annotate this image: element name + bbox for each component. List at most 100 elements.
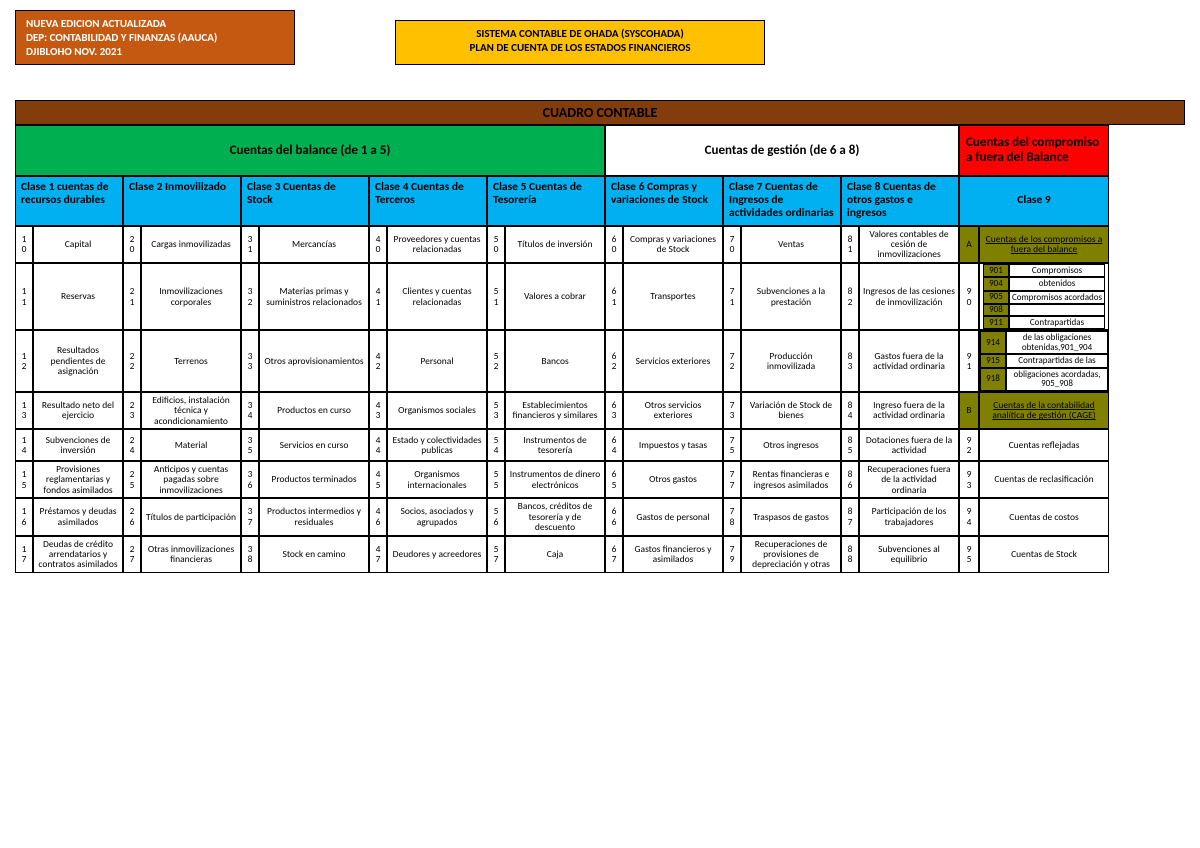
code-r5-c8: 86 [841, 461, 859, 498]
code-r7-c2: 27 [123, 536, 141, 573]
sub9-label-r1-4: Contrapartidas [1009, 316, 1105, 329]
code-r4-c4: 44 [369, 429, 387, 461]
label-r7-c5: Caja [505, 536, 605, 573]
label-r0-c2: Cargas inmovilizadas [141, 226, 241, 263]
sub9-label-r1-2: Compromisos acordados [1009, 291, 1105, 304]
code-r0-c6: 60 [605, 226, 623, 263]
code-r4-c3: 35 [241, 429, 259, 461]
title-bar: CUADRO CONTABLE [15, 100, 1185, 125]
code-r4-c6: 64 [605, 429, 623, 461]
label-r1-c6: Transportes [623, 263, 723, 331]
code-r1-c7: 71 [723, 263, 741, 331]
code-r5-c6: 65 [605, 461, 623, 498]
code-r2-c2: 22 [123, 330, 141, 391]
code-r4-c8: 85 [841, 429, 859, 461]
label-r3-c6: Otros servicios exteriores [623, 392, 723, 429]
label-r4-c3: Servicios en curso [259, 429, 369, 461]
label-r0-c3: Mercancías [259, 226, 369, 263]
label-r1-c1: Reservas [33, 263, 123, 331]
code-r0-c5: 50 [487, 226, 505, 263]
code-r1-c3: 32 [241, 263, 259, 331]
label-r1-c7: Subvenciones a la prestación [741, 263, 841, 331]
label-r2-c5: Bancos [505, 330, 605, 391]
code-r3-c6: 63 [605, 392, 623, 429]
code-r3-c7: 73 [723, 392, 741, 429]
label-r7-c8: Subvenciones al equilibrio [859, 536, 959, 573]
label-r4-c2: Material [141, 429, 241, 461]
code-r1-c9: 90 [959, 263, 979, 331]
class-header-7: Clase 7 Cuentas de Ingresos de actividad… [723, 176, 841, 226]
sub9-label-r2-1: Contrapartidas de las [1006, 354, 1108, 367]
sub9-container-r1: 901Compromisos904obtenidos905Compromisos… [979, 263, 1109, 331]
code-r6-c1: 16 [15, 498, 33, 535]
code-r5-c4: 45 [369, 461, 387, 498]
code-r6-c3: 37 [241, 498, 259, 535]
label-r5-c8: Recuperaciones fuera de la actividad ord… [859, 461, 959, 498]
label-r5-c6: Otros gastos [623, 461, 723, 498]
code-r0-c9: A [959, 226, 979, 263]
label-r0-c7: Ventas [741, 226, 841, 263]
code-r1-c1: 11 [15, 263, 33, 331]
label-r0-c9: Cuentas de los compromisos a fuera del b… [979, 226, 1109, 263]
label-r5-c4: Organismos internacionales [387, 461, 487, 498]
sub9-code-r1-1: 904 [983, 277, 1009, 290]
code-r1-c8: 82 [841, 263, 859, 331]
sub9-label-r1-0: Compromisos [1009, 264, 1105, 277]
code-r1-c4: 41 [369, 263, 387, 331]
label-r6-c7: Traspasos de gastos [741, 498, 841, 535]
label-r7-c7: Recuperaciones de provisiones de depreci… [741, 536, 841, 573]
code-r6-c6: 66 [605, 498, 623, 535]
label-r6-c5: Bancos, créditos de tesorería y de descu… [505, 498, 605, 535]
code-r0-c2: 20 [123, 226, 141, 263]
sub9-code-r2-2: 918 [980, 368, 1006, 391]
classes-row: Clase 1 cuentas de recursos durablesClas… [15, 176, 1185, 226]
label-r2-c1: Resultados pendientes de asignación [33, 330, 123, 391]
code-r6-c7: 78 [723, 498, 741, 535]
label-r2-c6: Servicios exteriores [623, 330, 723, 391]
code-r0-c3: 31 [241, 226, 259, 263]
code-r0-c4: 40 [369, 226, 387, 263]
label-r5-c2: Anticipos y cuentas pagadas sobre inmovi… [141, 461, 241, 498]
label-r6-c9: Cuentas de costos [979, 498, 1109, 535]
code-r6-c9: 94 [959, 498, 979, 535]
label-r1-c3: Materias primas y suministros relacionad… [259, 263, 369, 331]
label-r5-c7: Rentas financieras e ingresos asimilados [741, 461, 841, 498]
label-r7-c2: Otras inmovilizaciones financieras [141, 536, 241, 573]
sub9-code-r1-2: 905 [983, 291, 1009, 304]
code-r5-c1: 15 [15, 461, 33, 498]
code-r2-c9: 91 [959, 330, 979, 391]
main-grid: 10Capital20Cargas inmovilizadas31Mercanc… [15, 226, 1185, 573]
label-r2-c8: Gastos fuera de la actividad ordinaria [859, 330, 959, 391]
code-r7-c3: 38 [241, 536, 259, 573]
code-r3-c1: 13 [15, 392, 33, 429]
label-r1-c5: Valores a cobrar [505, 263, 605, 331]
code-r3-c5: 53 [487, 392, 505, 429]
code-r0-c1: 10 [15, 226, 33, 263]
label-r3-c2: Edificios, instalación técnica y acondic… [141, 392, 241, 429]
class-header-8: Clase 8 Cuentas de otros gastos e ingres… [841, 176, 959, 226]
label-r0-c5: Títulos de inversión [505, 226, 605, 263]
header-center-l2: PLAN DE CUENTA DE LOS ESTADOS FINANCIERO… [406, 41, 754, 55]
class-header-9: Clase 9 [959, 176, 1109, 226]
section-compromiso: Cuentas del compromiso a fuera del Balan… [959, 125, 1109, 176]
table-frame: CUADRO CONTABLE Cuentas del balance (de … [15, 100, 1185, 573]
label-r0-c4: Proveedores y cuentas relacionadas [387, 226, 487, 263]
code-r2-c6: 62 [605, 330, 623, 391]
code-r5-c9: 93 [959, 461, 979, 498]
label-r3-c3: Productos en curso [259, 392, 369, 429]
code-r3-c4: 43 [369, 392, 387, 429]
header-left-box: NUEVA EDICION ACTUALIZADA DEP: CONTABILI… [15, 10, 295, 65]
header-left-l1: NUEVA EDICION ACTUALIZADA [26, 17, 284, 31]
code-r5-c2: 25 [123, 461, 141, 498]
label-r1-c2: Inmovilizaciones corporales [141, 263, 241, 331]
label-r4-c4: Estado y colectividades publicas [387, 429, 487, 461]
label-r2-c3: Otros aprovisionamientos [259, 330, 369, 391]
label-r0-c6: Compras y variaciones de Stock [623, 226, 723, 263]
code-r7-c6: 67 [605, 536, 623, 573]
sub9-code-r2-1: 915 [980, 354, 1006, 367]
section-gestion: Cuentas de gestión (de 6 a 8) [605, 125, 959, 176]
code-r7-c1: 17 [15, 536, 33, 573]
section-balance: Cuentas del balance (de 1 a 5) [15, 125, 605, 176]
code-r0-c7: 70 [723, 226, 741, 263]
code-r3-c3: 34 [241, 392, 259, 429]
